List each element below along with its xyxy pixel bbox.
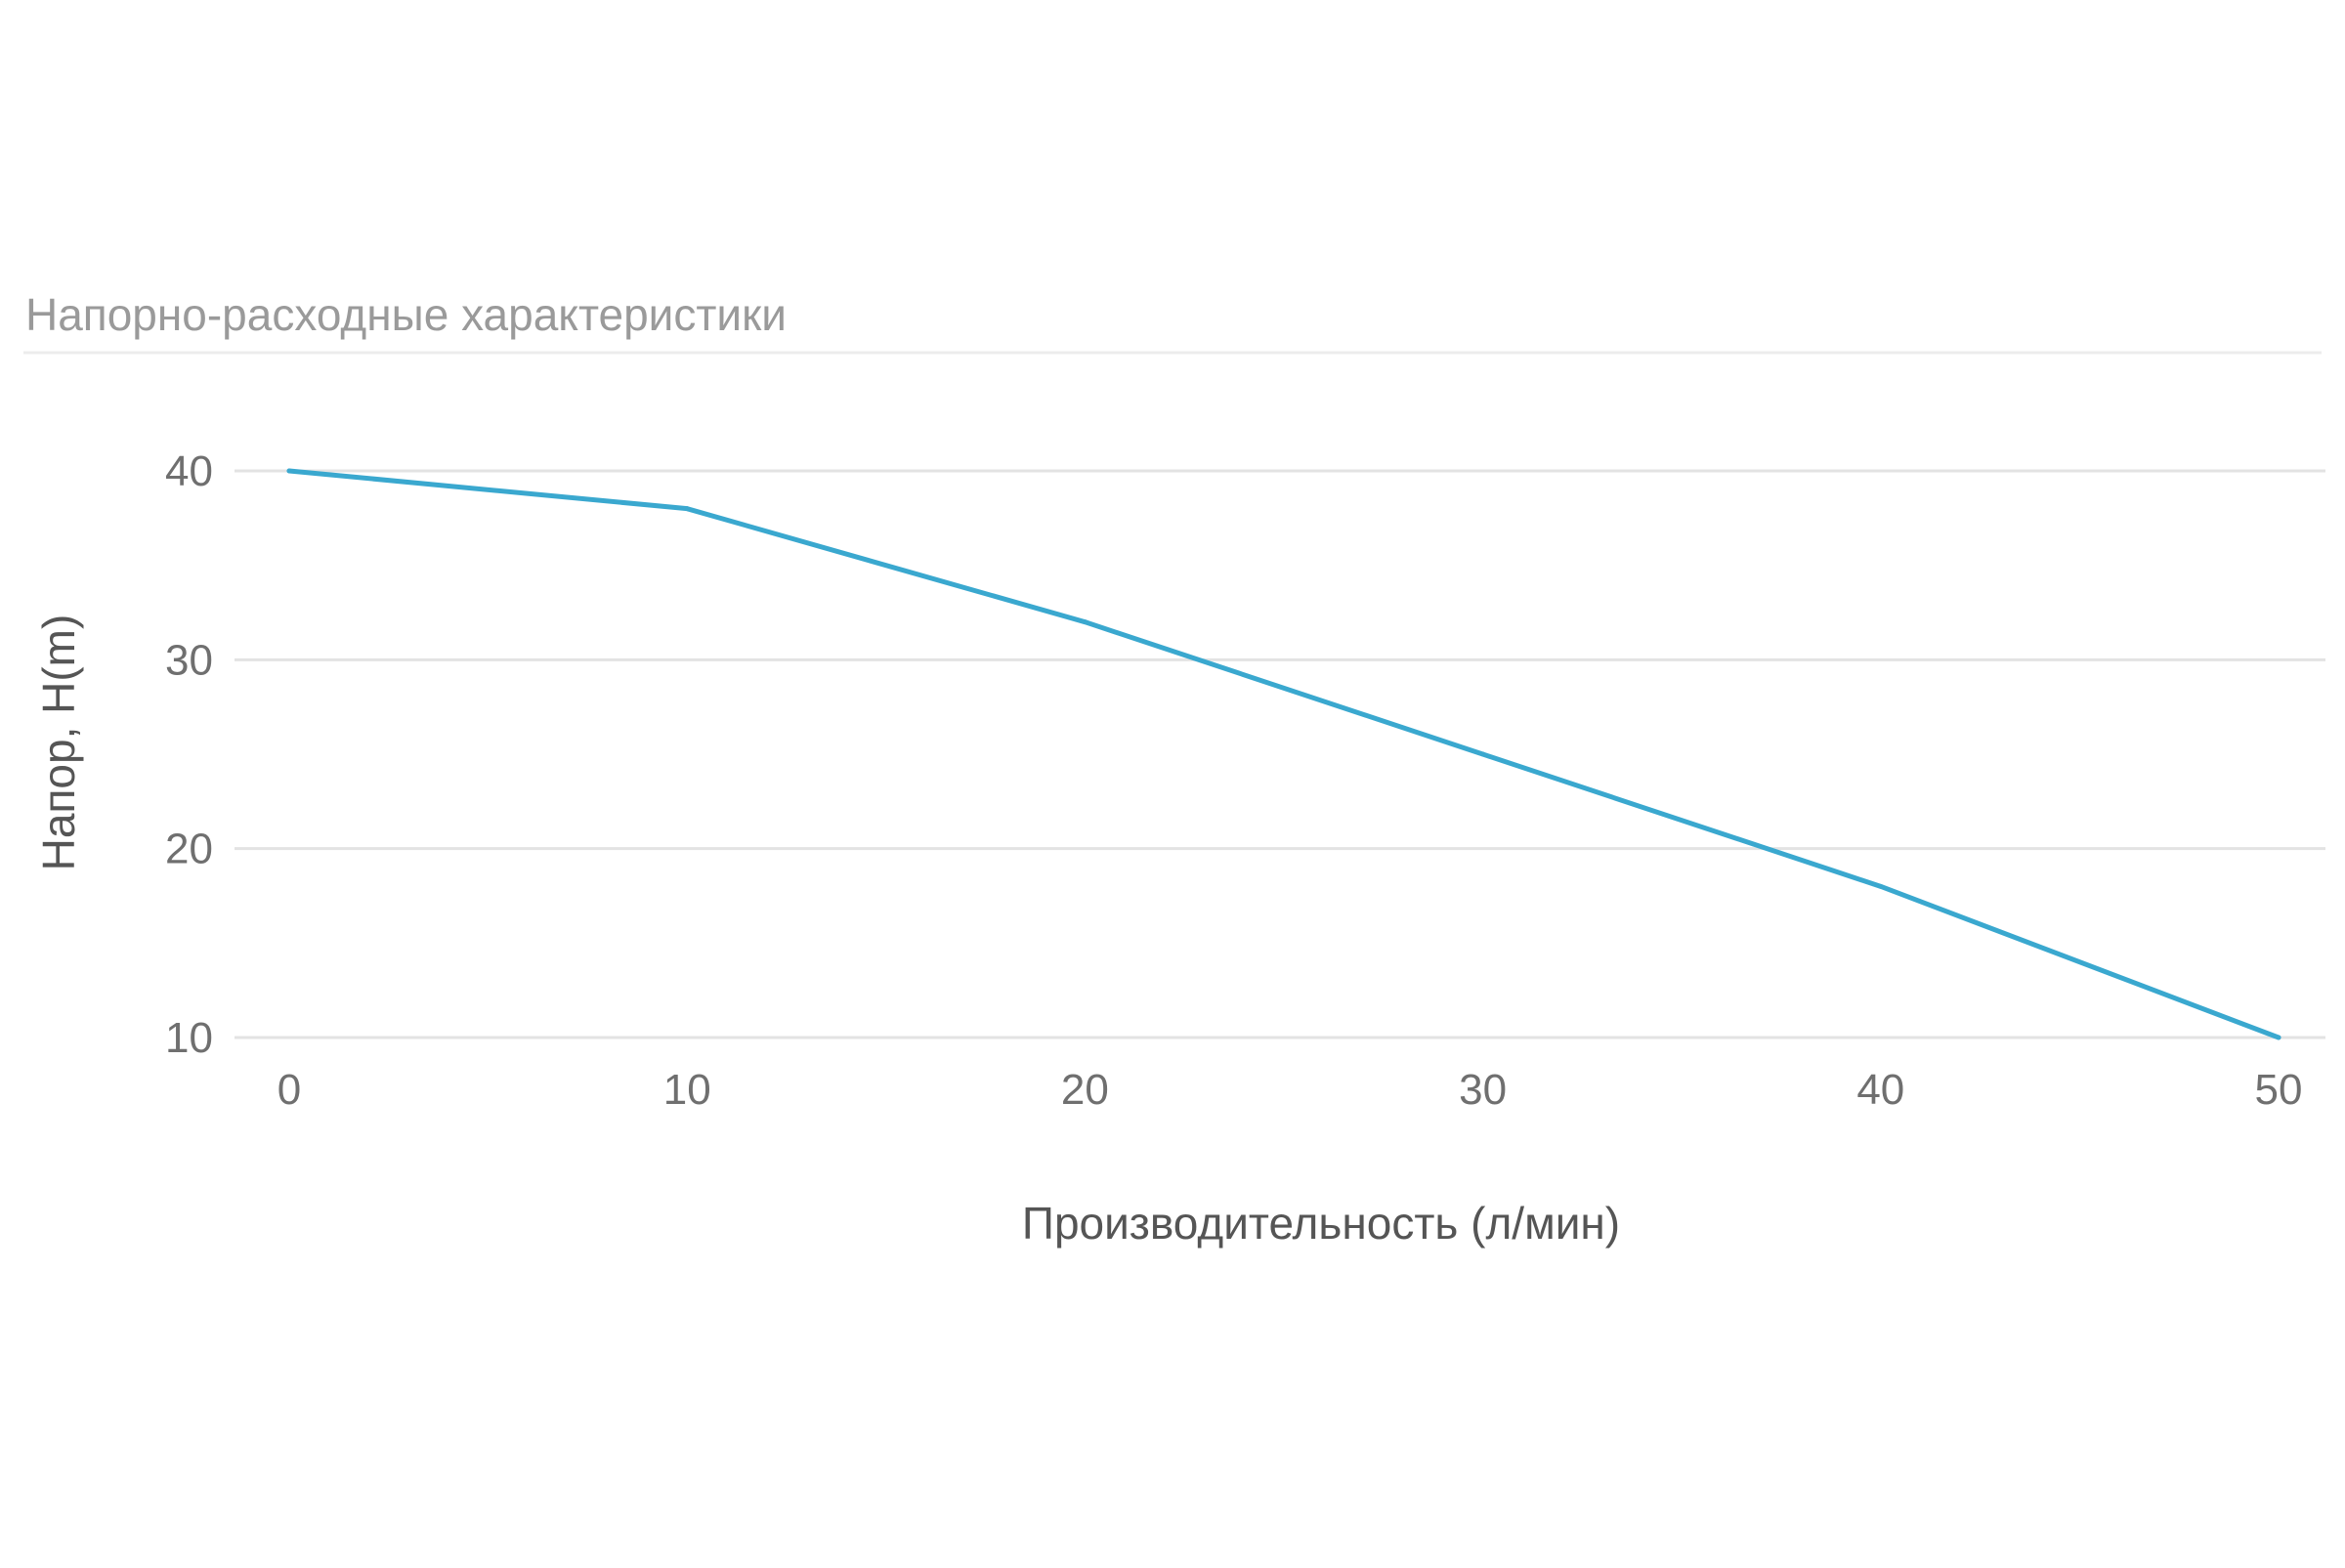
y-axis-label: Напор, H(m) — [33, 614, 84, 871]
data-point-10 — [684, 506, 690, 512]
x-tick-label-0: 0 — [277, 1066, 301, 1114]
x-tick-label-10: 10 — [663, 1066, 711, 1114]
x-tick-label-50: 50 — [2255, 1066, 2303, 1114]
series-layer — [286, 468, 2281, 1040]
y-tick-label-40: 40 — [165, 447, 213, 495]
data-point-20 — [1082, 619, 1087, 625]
grid-layer — [234, 469, 2325, 1039]
x-tick-label-40: 40 — [1856, 1066, 1904, 1114]
y-tick-labels: 40 30 20 10 — [165, 447, 213, 1062]
y-tick-label-10: 10 — [165, 1014, 213, 1062]
x-tick-label-20: 20 — [1061, 1066, 1109, 1114]
data-point-30 — [1480, 751, 1486, 757]
y-tick-label-20: 20 — [165, 826, 213, 873]
series-line-0 — [286, 468, 2281, 1040]
x-tick-labels: 0 10 20 30 40 50 — [277, 1066, 2303, 1114]
chart-title: Напорно-расходные характеристики — [25, 289, 787, 340]
y-tick-label-30: 30 — [165, 636, 213, 684]
x-axis-label: Производительность (л/мин) — [1022, 1198, 1620, 1249]
data-point-0 — [286, 468, 292, 474]
x-tick-label-30: 30 — [1459, 1066, 1507, 1114]
data-point-40 — [1878, 883, 1884, 889]
data-point-50 — [2276, 1035, 2281, 1040]
